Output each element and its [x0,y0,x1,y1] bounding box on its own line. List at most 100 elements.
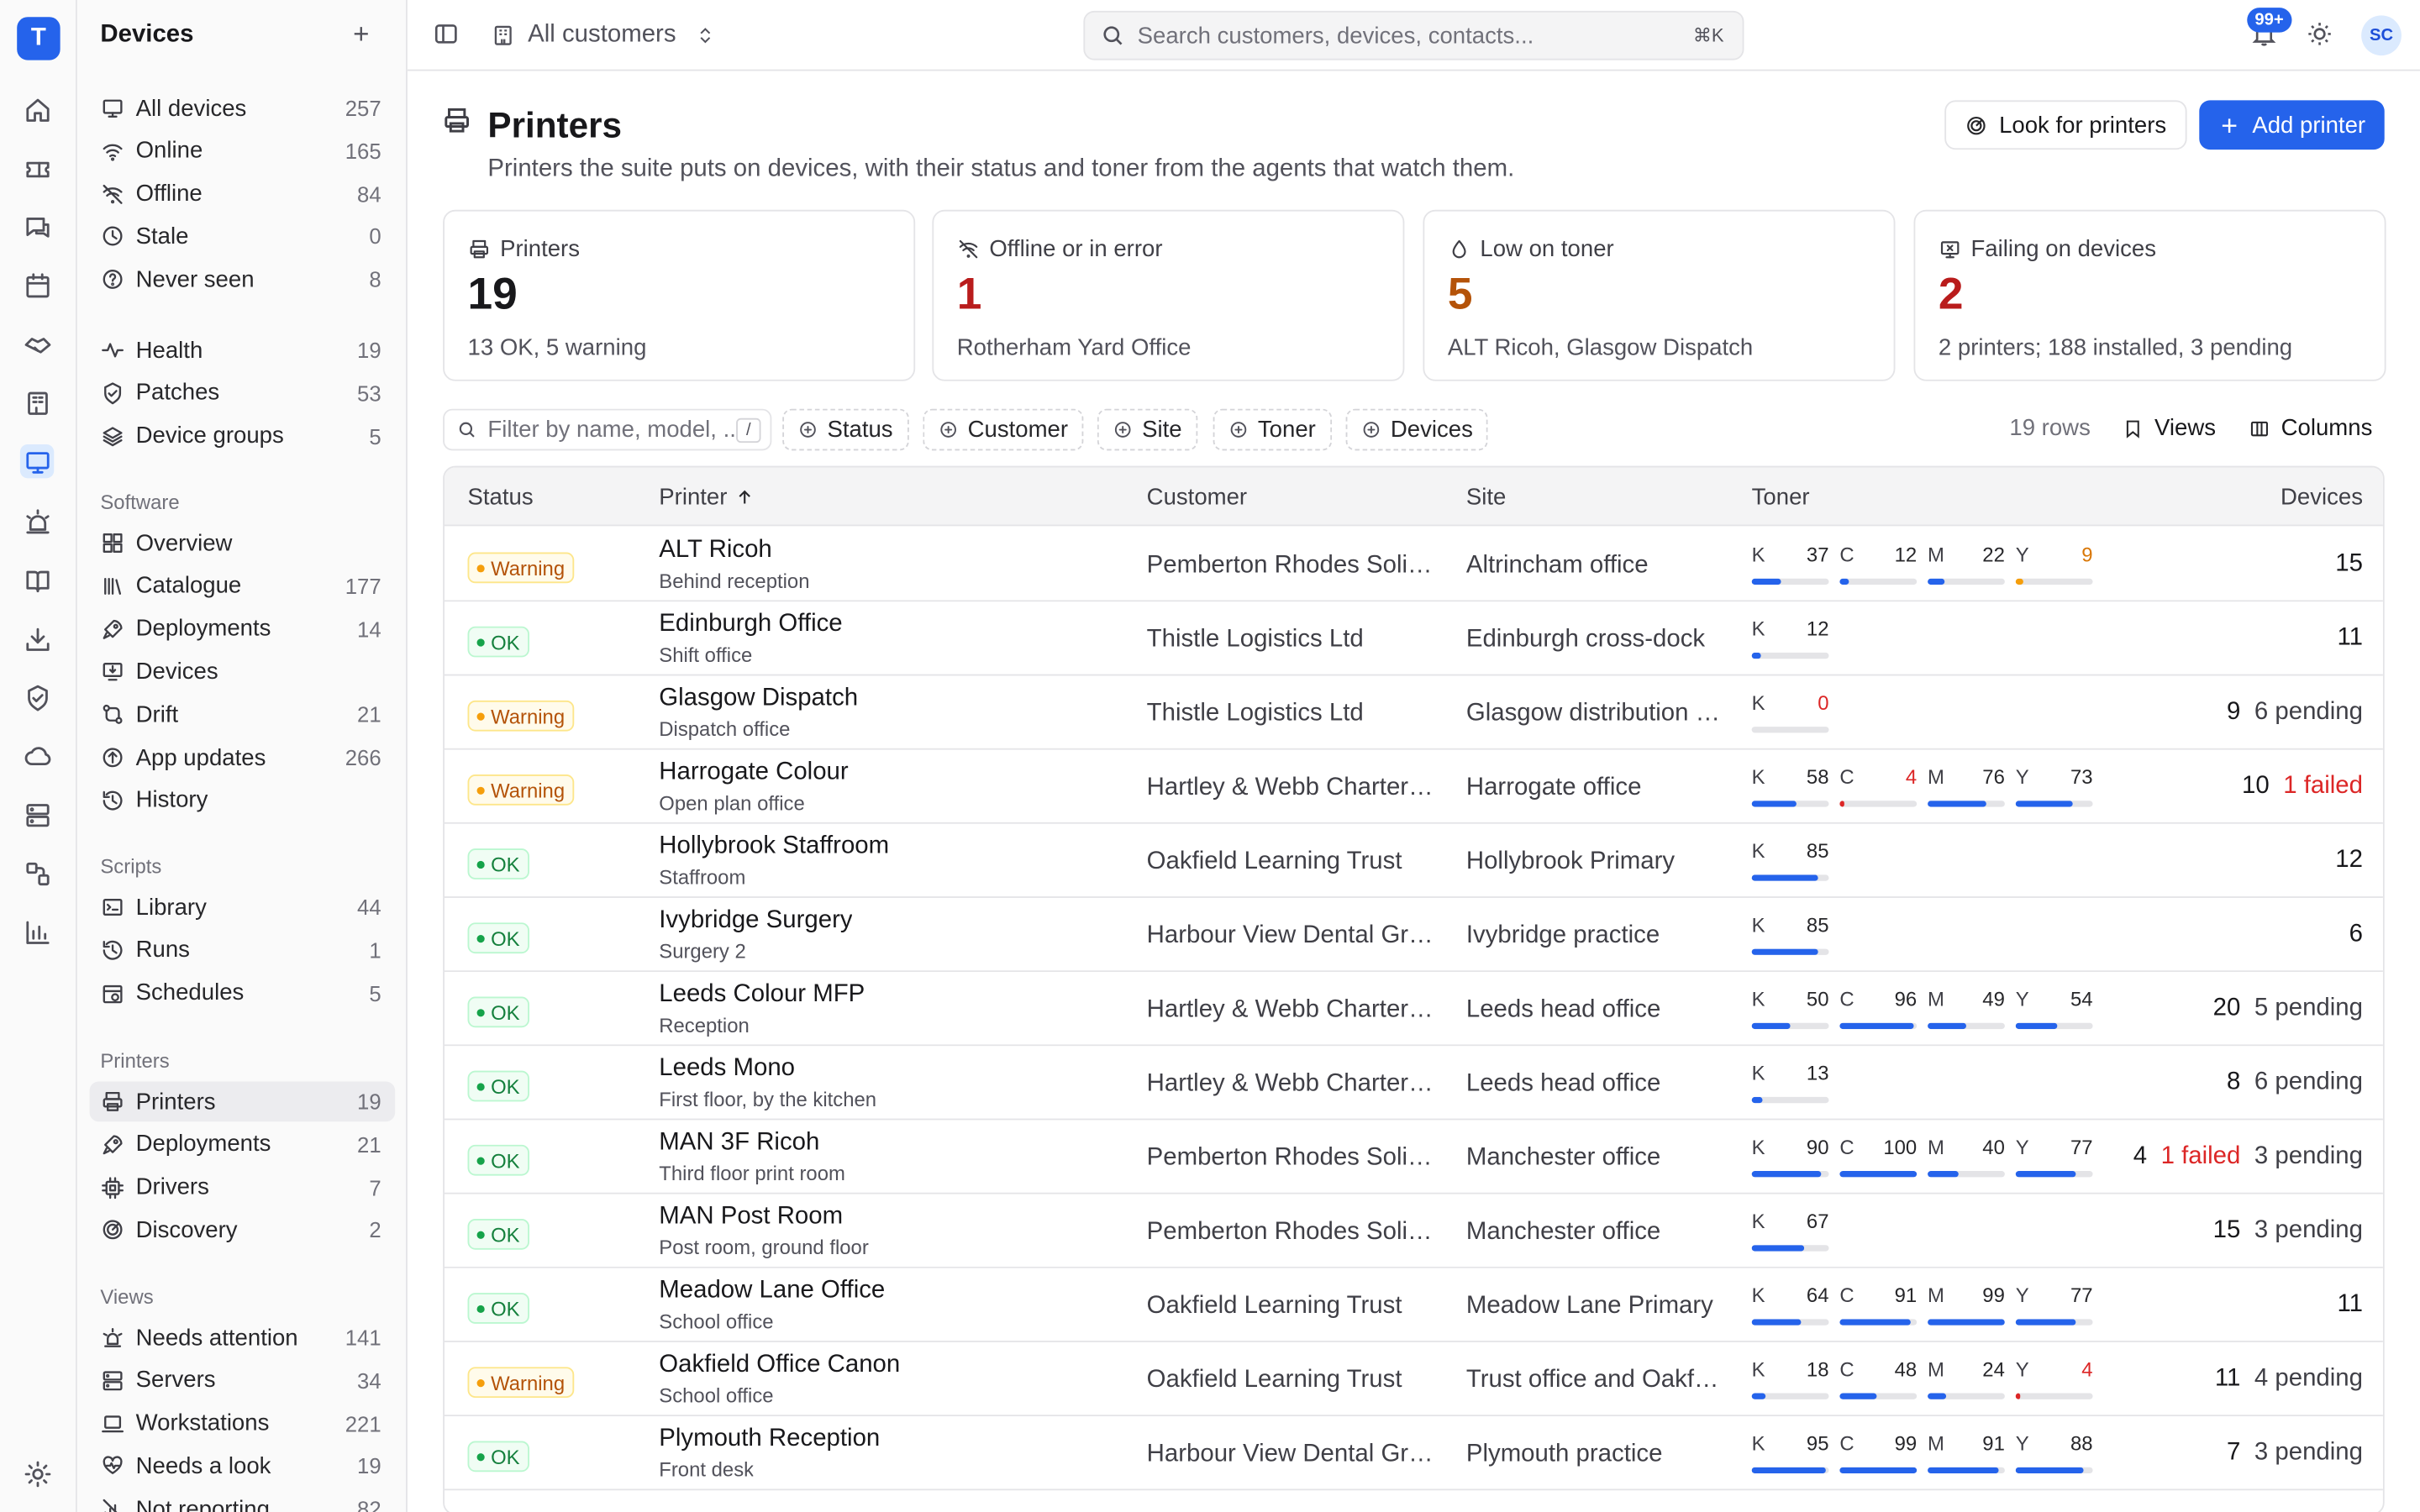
devices-pending[interactable]: 5 pending [2254,995,2363,1021]
sidebar-item-views-not-reporting[interactable]: Not reporting 82 [90,1489,396,1512]
sidebar-item-software-overview[interactable]: Overview [90,523,396,564]
table-row[interactable]: Warning Oakfield Office Canon School offic… [444,1341,2383,1417]
devices-pending[interactable]: 3 pending [2254,1142,2363,1170]
add-printer-button[interactable]: Add printer [2199,100,2385,150]
col-toner[interactable]: Toner [1751,484,1810,511]
views-button[interactable]: Views [2122,415,2216,441]
filter-chip-toner[interactable]: Toner [1213,408,1332,451]
columns-button[interactable]: Columns [2249,415,2372,441]
sidebar-item-software-drift[interactable]: Drift 21 [90,695,396,735]
sidebar-item-printers-discovery[interactable]: Discovery 2 [90,1210,396,1251]
filter-chip-status[interactable]: Status [782,408,908,451]
rail-workflow-button[interactable] [20,856,54,890]
printer-name[interactable]: Oakfield Office Canon [659,1351,901,1378]
rail-ticket-button[interactable] [20,151,54,185]
sidebar-item-devices-stale[interactable]: Stale 0 [90,217,396,257]
rail-shield-button[interactable] [20,680,54,714]
rail-settings-button[interactable] [20,1457,54,1490]
devices-pending[interactable]: 6 pending [2254,1068,2363,1096]
table-row[interactable]: OK Hollybrook Staffroom Staffroom Oakfield … [444,823,2383,898]
sidebar-item-device_more-device-groups[interactable]: Device groups 5 [90,416,396,456]
sidebar-item-views-workstations[interactable]: Workstations 221 [90,1404,396,1444]
toggle-sidebar-icon[interactable] [432,20,460,48]
printer-name[interactable]: Leeds Mono [659,1055,796,1082]
col-printer[interactable]: Printer [659,485,755,511]
printer-name[interactable]: Glasgow Dispatch [659,685,859,711]
sidebar-item-printers-deployments[interactable]: Deployments 21 [90,1125,396,1165]
rail-home-button[interactable] [20,92,54,126]
sidebar-item-scripts-runs[interactable]: Runs 1 [90,930,396,970]
table-row[interactable]: Warning ALT Ricoh Behind reception Pemberto… [444,528,2383,602]
rail-alarm-button[interactable] [20,505,54,538]
sidebar-item-software-history[interactable]: History [90,780,396,821]
sidebar-item-printers-drivers[interactable]: Drivers 7 [90,1168,396,1208]
table-row[interactable]: OK MAN Post Room Post room, ground floor Pe… [444,1194,2383,1268]
sidebar-item-printers-printers[interactable]: Printers 19 [89,1081,396,1122]
summary-card[interactable]: Offline or in error 1 Rotherham Yard Offic… [932,209,1405,381]
rail-chat-button[interactable] [20,210,54,244]
filter-chip-devices[interactable]: Devices [1345,408,1489,451]
sidebar-item-device_more-health[interactable]: Health 19 [90,330,396,370]
table-row[interactable]: Warning Harrogate Colour Open plan office H… [444,749,2383,824]
table-row[interactable]: OK MAN 3F Ricoh Third floor print room Pemb… [444,1120,2383,1194]
printer-name[interactable]: Hollybrook Staffroom [659,832,890,860]
printer-name[interactable]: Ivybridge Surgery [659,906,853,934]
customer-select[interactable]: All customers [491,18,716,52]
sidebar-item-software-devices[interactable]: Devices [90,652,396,692]
sidebar-item-devices-offline[interactable]: Offline 84 [90,174,396,214]
sidebar-item-software-catalogue[interactable]: Catalogue 177 [90,566,396,606]
sidebar-item-software-deployments[interactable]: Deployments 14 [90,609,396,649]
table-row[interactable]: OK Plymouth Reception Front desk Harbour Vi… [444,1416,2383,1491]
sidebar-item-devices-never-seen[interactable]: Never seen 8 [90,260,396,300]
rail-cloud-button[interactable] [20,739,54,773]
table-row[interactable]: OK Leeds Colour MFP Reception Hartley & Web… [444,972,2383,1047]
theme-toggle-button[interactable] [2306,20,2337,51]
col-customer[interactable]: Customer [1146,484,1248,511]
sidebar-item-software-app-updates[interactable]: App updates 266 [90,738,396,778]
add-device-button[interactable]: + [353,18,370,49]
devices-pending[interactable]: 3 pending [2254,1439,2363,1466]
rail-building-button[interactable] [20,386,54,419]
printer-name[interactable]: ALT Ricoh [659,537,772,564]
global-search[interactable]: Search customers, devices, contacts... ⌘… [1083,10,1744,60]
printer-name[interactable]: Leeds Colour MFP [659,981,865,1008]
printer-name[interactable]: Harrogate Colour [659,759,849,785]
printer-name[interactable]: Plymouth Reception [659,1425,881,1452]
devices-failed[interactable]: 1 failed [2160,1142,2241,1170]
col-devices[interactable]: Devices [2280,484,2363,511]
table-row[interactable]: OK Ivybridge Surgery Surgery 2 Harbour View… [444,897,2383,973]
col-status[interactable]: Status [467,484,534,511]
filter-chip-customer[interactable]: Customer [923,408,1084,451]
printer-name[interactable]: Meadow Lane Office [659,1277,886,1305]
printer-name[interactable]: MAN Post Room [659,1203,844,1230]
printer-name[interactable]: MAN 3F Ricoh [659,1129,820,1156]
table-row[interactable]: OK Leeds Mono First floor, by the kitchen H… [444,1046,2383,1121]
printer-name[interactable]: Edinburgh Office [659,611,843,638]
sidebar-item-views-servers[interactable]: Servers 34 [90,1361,396,1401]
col-site[interactable]: Site [1465,484,1507,511]
table-row[interactable]: OK Meadow Lane Office School office Oakfiel… [444,1268,2383,1342]
sidebar-item-views-needs-attention[interactable]: Needs attention 141 [90,1318,396,1358]
sidebar-item-scripts-library[interactable]: Library 44 [90,887,396,927]
avatar[interactable]: SC [2361,15,2402,56]
look-for-printers-button[interactable]: Look for printers [1944,100,2187,150]
devices-pending[interactable]: 3 pending [2254,1217,2363,1244]
rail-book-button[interactable] [20,563,54,596]
app-logo[interactable]: T [17,17,60,60]
rail-calendar-button[interactable] [20,269,54,302]
summary-card[interactable]: Failing on devices 2 2 printers; 188 insta… [1913,209,2386,381]
rail-handshake-button[interactable] [20,327,54,360]
sidebar-item-scripts-schedules[interactable]: Schedules 5 [90,973,396,1013]
devices-failed[interactable]: 1 failed [2283,773,2363,800]
filter-input[interactable]: Filter by name, model, ... / [443,408,772,451]
table-row[interactable]: Warning Glasgow Dispatch Dispatch office Th… [444,675,2383,750]
sidebar-item-devices-all-devices[interactable]: All devices 257 [90,88,396,129]
rail-monitor-button[interactable] [19,444,55,479]
summary-card[interactable]: Printers 19 13 OK, 5 warning [443,209,916,381]
sidebar-item-views-needs-a-look[interactable]: Needs a look 19 [90,1446,396,1487]
sidebar-item-device_more-patches[interactable]: Patches 53 [90,373,396,413]
summary-card[interactable]: Low on toner 5 ALT Ricoh, Glasgow Dispatch [1423,209,1896,381]
devices-pending[interactable]: 4 pending [2254,1365,2363,1392]
devices-pending[interactable]: 6 pending [2254,699,2363,726]
rail-server-button[interactable] [20,798,54,832]
